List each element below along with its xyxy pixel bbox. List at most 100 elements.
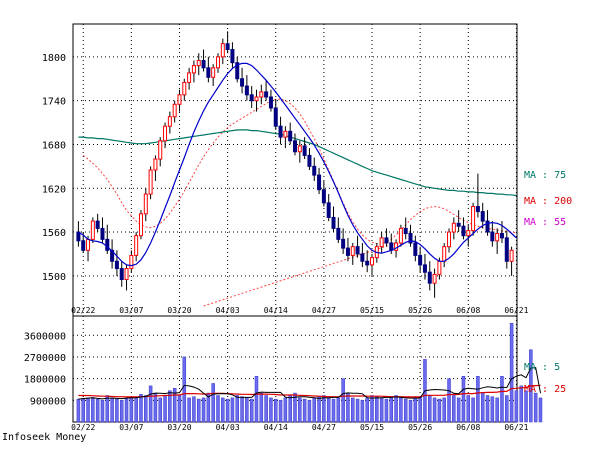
price-y-tick-label: 1560: [42, 228, 66, 239]
candle-down: [288, 130, 293, 142]
volume-bar: [331, 398, 336, 423]
volume-bar: [148, 385, 153, 423]
candle-up: [398, 227, 403, 244]
volume-bar: [379, 397, 384, 423]
volume-x-tick-label: 04/03: [216, 423, 240, 432]
candle-down: [418, 254, 423, 266]
candle-down: [264, 91, 269, 98]
volume-bar: [240, 396, 244, 423]
volume-bar: [317, 396, 321, 423]
candle-up: [297, 145, 302, 153]
candle-up: [259, 91, 264, 98]
volume-bar: [437, 398, 442, 423]
candle-down: [456, 222, 461, 227]
candle-down: [326, 202, 331, 218]
candle-up: [215, 56, 220, 69]
candle-down: [95, 220, 100, 229]
candle-up: [153, 158, 158, 171]
volume-bar: [129, 397, 134, 423]
candle-up: [86, 238, 91, 251]
candle-down: [345, 247, 350, 256]
volume-bar: [413, 397, 418, 423]
price-x-tick-label: 03/07: [119, 306, 143, 315]
candle-up: [196, 60, 201, 67]
volume-bar: [461, 375, 466, 423]
volume-bar: [288, 395, 292, 423]
volume-x-tick-label: 03/07: [119, 423, 143, 432]
volume-bar: [206, 392, 211, 423]
candle-down: [321, 189, 326, 204]
volume-x-tick-label: 06/21: [504, 423, 528, 432]
candle-down: [408, 233, 413, 244]
volume-bar: [322, 395, 326, 423]
price-x-tick-label: 04/03: [216, 306, 240, 315]
volume-bar: [201, 397, 206, 423]
volume-y-axis: 900000 1800000 2700000 3600000: [24, 331, 66, 407]
volume-bar: [172, 388, 177, 423]
candle-up: [90, 220, 95, 240]
candle-down: [206, 67, 211, 78]
candle-up: [211, 67, 216, 78]
volume-bar: [346, 392, 350, 423]
volume-bar: [538, 397, 543, 423]
price-grid: [73, 24, 517, 316]
volume-bar: [490, 396, 495, 423]
volume-bar: [505, 395, 509, 423]
volume-bar: [533, 392, 538, 423]
candle-down: [365, 260, 370, 266]
volume-bar: [158, 397, 162, 423]
volume-bar: [249, 398, 254, 423]
volume-bar: [283, 397, 288, 423]
volume-y-tick-label: 900000: [30, 396, 66, 407]
price-y-tick-label: 1740: [42, 97, 66, 108]
candle-up: [167, 116, 172, 127]
volume-bar: [187, 397, 191, 423]
price-legend-label: MA : 55: [524, 217, 566, 228]
volume-bar: [76, 398, 81, 423]
volume-bar: [428, 395, 432, 423]
candle-down: [485, 220, 490, 233]
candle-down: [336, 227, 341, 240]
price-y-axis: 1500 1560 1620 1680 1740 1800: [42, 53, 66, 283]
volume-y-tick-label: 2700000: [24, 353, 66, 364]
candle-up: [138, 213, 143, 237]
volume-bar: [519, 385, 523, 423]
candle-up: [283, 130, 288, 138]
volume-bar: [163, 395, 167, 423]
volume-bar: [442, 397, 446, 423]
candle-down: [480, 211, 485, 222]
volume-bar: [355, 398, 360, 423]
volume-x-tick-label: 06/08: [456, 423, 480, 432]
candle-down: [413, 242, 418, 256]
volume-bar: [399, 397, 403, 423]
price-x-tick-label: 05/15: [360, 306, 384, 315]
volume-bar: [336, 397, 341, 423]
price-x-tick-label: 03/20: [167, 306, 191, 315]
volume-bar: [485, 395, 490, 423]
volume-x-tick-label: 04/27: [312, 423, 336, 432]
candle-down: [81, 240, 86, 251]
candle-down: [490, 231, 495, 242]
candle-down: [100, 227, 105, 240]
candle-down: [76, 231, 81, 242]
candle-down: [403, 227, 408, 235]
price-y-tick-label: 1800: [42, 53, 66, 64]
candle-up: [466, 230, 471, 237]
price-panel: 1500 1560 1620 1680 1740 1800 02/22 03/07 03/20…: [42, 23, 572, 317]
volume-bar: [225, 398, 230, 423]
volume-bar: [254, 375, 259, 423]
candle-up: [509, 249, 514, 262]
volume-bar: [384, 398, 389, 423]
volume-bar: [403, 398, 408, 423]
volume-legend-label: MA : 25: [524, 384, 566, 395]
price-x-tick-label: 02/22: [71, 306, 95, 315]
price-x-tick-label: 06/21: [504, 306, 528, 315]
candle-down: [312, 165, 317, 176]
candle-up: [177, 94, 182, 105]
ma-75-curve: [78, 129, 517, 197]
volume-bar: [269, 397, 273, 423]
candle-down: [360, 253, 365, 262]
volume-bar: [408, 400, 413, 423]
candle-down: [114, 260, 119, 270]
candle-up: [471, 206, 476, 232]
